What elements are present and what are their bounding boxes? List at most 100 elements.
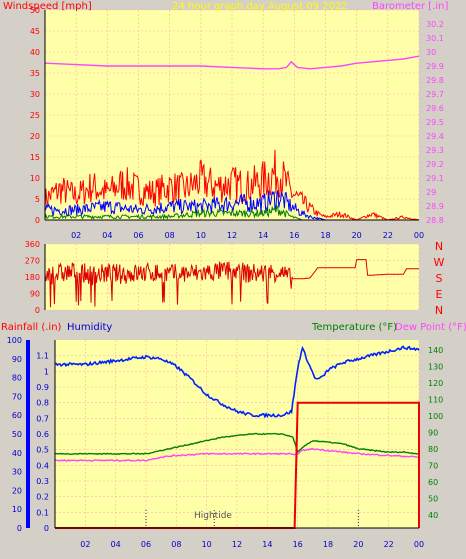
wind-y-tick-label: 35 bbox=[30, 69, 40, 78]
wind-y-tick-label: 20 bbox=[30, 132, 40, 141]
climate-x-tick-label: 20 bbox=[353, 540, 363, 549]
rainfall-y-tick-label: 1.1 bbox=[36, 352, 49, 361]
wind-x-tick-label: 04 bbox=[102, 231, 112, 240]
climate-x-tick-label: 12 bbox=[232, 540, 242, 549]
direction-y-tick-label: 270 bbox=[25, 257, 40, 266]
climate-x-tick-label: 18 bbox=[323, 540, 333, 549]
humidity-y-tick-label: 10 bbox=[12, 505, 22, 514]
humidity-y-tick-label: 0 bbox=[17, 524, 22, 533]
wind-x-tick-label: 12 bbox=[227, 231, 237, 240]
climate-x-tick-label: 04 bbox=[111, 540, 121, 549]
humidity-y-tick-label: 60 bbox=[12, 411, 22, 420]
compass-label: N bbox=[435, 240, 443, 253]
dewpoint-axis-label: Dew Point (°F) bbox=[395, 322, 466, 333]
barometer-y-tick-label: 29.7 bbox=[426, 90, 444, 99]
barometer-line bbox=[44, 55, 420, 70]
wind-y-tick-label: 15 bbox=[30, 153, 40, 162]
humidity-y-tick-label: 80 bbox=[12, 374, 22, 383]
rainfall-y-tick-label: 0.9 bbox=[36, 383, 49, 392]
rainfall-y-tick-label: 0.6 bbox=[36, 430, 49, 439]
temperature-y-tick-label: 90 bbox=[428, 428, 438, 437]
direction-panel-series bbox=[44, 259, 419, 308]
wind-y-tick-label: 10 bbox=[30, 174, 40, 183]
rainfall-axis-label: Rainfall (.in) bbox=[1, 322, 62, 333]
wind-x-tick-label: 00 bbox=[414, 231, 424, 240]
direction-y-tick-label: 360 bbox=[25, 240, 40, 249]
temperature-y-tick-label: 80 bbox=[428, 445, 438, 454]
wind-direction-line bbox=[44, 259, 419, 308]
humidity-line bbox=[54, 345, 420, 419]
climate-x-tick-label: 22 bbox=[384, 540, 394, 549]
climate-tick-labels: 0 0.1 0.2 0.3 0.4 0.5 0.6 0.7 0.8 0.9 1 1.1 0 10 20 30 4… bbox=[7, 336, 444, 549]
barometer-y-tick-label: 29.9 bbox=[426, 62, 444, 71]
humidity-y-tick-label: 70 bbox=[12, 392, 22, 401]
wind-x-tick-label: 06 bbox=[133, 231, 143, 240]
rainfall-y-tick-label: 0.8 bbox=[36, 399, 49, 408]
compass-label: S bbox=[436, 272, 443, 285]
barometer-y-tick-label: 28.9 bbox=[426, 202, 444, 211]
dewpoint-line bbox=[54, 447, 420, 462]
compass-label: E bbox=[436, 288, 443, 301]
rainfall-y-tick-label: 0.7 bbox=[36, 414, 49, 423]
wind-x-tick-label: 20 bbox=[352, 231, 362, 240]
temperature-y-tick-label: 60 bbox=[428, 478, 438, 487]
windspeed-axis-label: Windspeed [mph] bbox=[3, 1, 92, 12]
wind-x-tick-label: 14 bbox=[258, 231, 268, 240]
wind-x-tick-label: 18 bbox=[320, 231, 330, 240]
wind-y-tick-label: 30 bbox=[30, 90, 40, 99]
temperature-line bbox=[54, 432, 420, 456]
wind-x-tick-label: 08 bbox=[165, 231, 175, 240]
temperature-y-tick-label: 130 bbox=[428, 362, 443, 371]
wind-x-tick-label: 22 bbox=[383, 231, 393, 240]
direction-y-tick-label: 180 bbox=[25, 273, 40, 282]
climate-x-tick-label: 08 bbox=[171, 540, 181, 549]
temperature-y-tick-label: 140 bbox=[428, 346, 443, 355]
temperature-y-tick-label: 50 bbox=[428, 494, 438, 503]
humidity-y-tick-label: 90 bbox=[12, 355, 22, 364]
barometer-y-tick-label: 28.8 bbox=[426, 216, 444, 225]
wind-y-tick-label: 5 bbox=[35, 195, 40, 204]
climate-x-tick-label: 06 bbox=[141, 540, 151, 549]
wind-x-tick-label: 02 bbox=[71, 231, 81, 240]
barometer-y-tick-label: 29.8 bbox=[426, 76, 444, 85]
wind-x-tick-label: 10 bbox=[196, 231, 206, 240]
compass-label: N bbox=[435, 304, 443, 317]
wind-y-tick-label: 40 bbox=[30, 48, 40, 57]
humidity-y-tick-label: 40 bbox=[12, 449, 22, 458]
barometer-y-tick-label: 30.1 bbox=[426, 34, 444, 43]
temperature-axis-label: Temperature (°F) bbox=[311, 322, 397, 333]
humidity-axis-label: Humidity bbox=[67, 322, 112, 333]
barometer-y-tick-label: 30 bbox=[426, 48, 436, 57]
hightide-annotation: Hightide bbox=[194, 511, 232, 521]
barometer-y-tick-label: 29 bbox=[426, 188, 436, 197]
rainfall-y-tick-label: 0.4 bbox=[36, 461, 49, 470]
climate-x-tick-label: 16 bbox=[293, 540, 303, 549]
temperature-y-tick-label: 100 bbox=[428, 412, 443, 421]
direction-y-tick-label: 0 bbox=[35, 306, 40, 315]
wind-y-tick-label: 45 bbox=[30, 27, 40, 36]
chart-title: 24 hour graph day August 09 2022 bbox=[172, 1, 348, 12]
direction-y-tick-label: 90 bbox=[30, 290, 40, 299]
rainfall-y-tick-label: 0.1 bbox=[36, 508, 49, 517]
wind-panel-grid bbox=[45, 9, 420, 221]
humidity-y-tick-label: 100 bbox=[7, 336, 22, 345]
rainfall-y-tick-label: 0.3 bbox=[36, 477, 49, 486]
barometer-y-tick-label: 29.6 bbox=[426, 104, 444, 113]
humidity-y-tick-label: 30 bbox=[12, 468, 22, 477]
rainfall-y-tick-label: 1 bbox=[44, 367, 49, 376]
wind-tick-labels: 0 5 10 15 20 25 30 35 40 45 50 28.8 28.9 29 29.1 29.2 29… bbox=[30, 6, 444, 240]
temperature-y-tick-label: 110 bbox=[428, 395, 443, 404]
climate-x-tick-label: 14 bbox=[262, 540, 272, 549]
climate-x-tick-label: 00 bbox=[414, 540, 424, 549]
climate-x-tick-label: 02 bbox=[80, 540, 90, 549]
humidity-y-tick-label: 50 bbox=[12, 430, 22, 439]
wind-y-tick-label: 50 bbox=[30, 6, 40, 15]
barometer-y-tick-label: 29.2 bbox=[426, 160, 444, 169]
humidity-scale-bar bbox=[26, 340, 30, 528]
temperature-y-tick-label: 40 bbox=[428, 511, 438, 520]
barometer-axis-label: Barometer [.in] bbox=[372, 1, 448, 12]
rainfall-y-tick-label: 0 bbox=[44, 524, 49, 533]
